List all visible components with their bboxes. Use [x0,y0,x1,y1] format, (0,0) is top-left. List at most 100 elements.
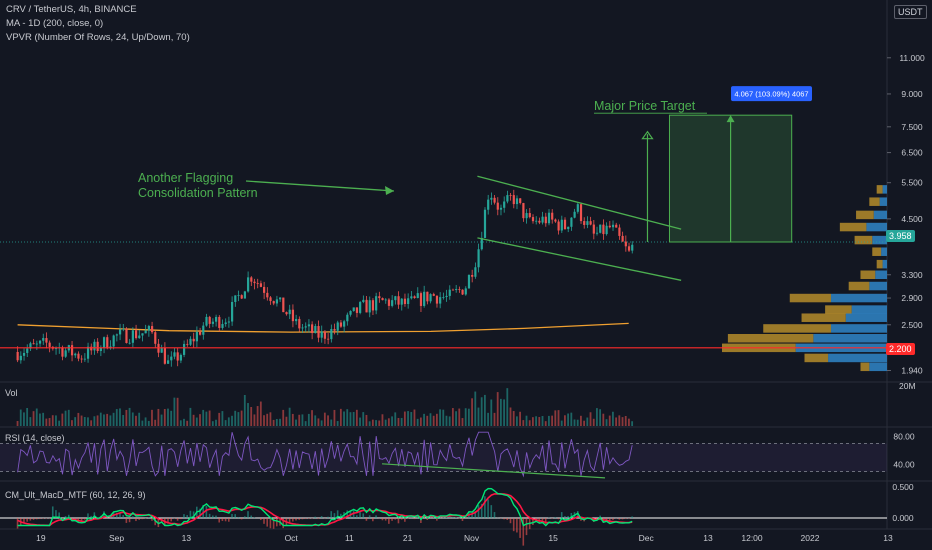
time-tick-label: 13 [182,533,192,543]
vpvr-down-bar [804,353,829,363]
volume-bar [55,415,57,426]
macd-pane-label[interactable]: CM_Ult_MacD_MTF (60, 12, 26, 9) [5,490,146,500]
volume-bar [115,409,118,426]
volume-bar [74,417,77,426]
volume-bar [291,413,294,426]
symbol-legend[interactable]: CRV / TetherUS, 4h, BINANCE [6,4,137,15]
candle-body [541,216,544,223]
volume-bar [237,412,240,426]
macd-histogram-bar [484,496,486,519]
volume-bar [317,418,320,426]
candle-body [154,332,157,344]
candle-body [323,331,327,339]
macd-histogram-bar [83,518,86,520]
volume-bar [503,399,505,426]
time-tick-label: Sep [109,533,124,543]
macd-histogram-bar [368,515,371,519]
candle-body [522,203,525,219]
volume-bar [432,415,435,426]
macd-histogram-bar [362,513,365,519]
volume-bar [301,414,304,426]
candle-body [317,326,320,338]
macd-histogram-bar [269,518,272,529]
volume-bar [199,414,201,426]
price-tick-label: 5.500 [901,178,923,188]
vpvr-up-bar [831,324,887,333]
macd-histogram-bar [557,518,560,520]
volume-bar [506,388,509,426]
vpvr-legend[interactable]: VPVR (Number Of Rows, 24, Up/Down, 70) [6,32,190,43]
macd-histogram-bar [186,515,188,519]
volume-bar [349,412,352,426]
candle-body [272,301,275,304]
candle-body [339,322,343,327]
volume-bar [83,416,86,426]
candle-body [535,220,538,222]
vpvr-up-bar [881,247,887,256]
candle-body [189,338,192,345]
time-tick-label: 13 [703,533,713,543]
macd-histogram-bar [516,518,518,533]
volume-bar [567,413,570,426]
candle-body [375,296,378,311]
vpvr-down-bar [854,235,873,245]
macd-histogram-bar [567,515,569,519]
candle-body [166,360,170,364]
macd-histogram-bar [356,515,358,519]
candle-body [291,309,295,322]
candle-body [288,309,291,315]
candle-body [38,340,42,344]
macd-histogram-bar [61,518,64,519]
rsi-pane-label[interactable]: RSI (14, close) [5,433,65,443]
volume-bar [109,415,112,426]
price-tick-label: 9.000 [901,89,923,99]
macd-histogram-bar [292,518,294,522]
macd-histogram-bar [551,518,553,519]
vpvr-up-bar [872,235,887,245]
volume-bar [141,420,144,426]
macd-histogram-bar [231,513,233,519]
volume-bar [551,415,554,426]
volume-bar [615,417,618,426]
pattern-arrow-head [385,186,394,195]
volume-bar [167,408,169,426]
candle-body [211,321,215,324]
candle-body [493,197,496,203]
vpvr-down-bar [876,259,883,269]
volume-bar [80,415,83,426]
volume-bar [234,410,237,426]
candle-body [519,198,522,204]
volume-bar [144,417,147,426]
candle-body [471,275,474,277]
macd-histogram-bar [237,517,240,519]
candle-body [333,329,336,331]
candle-body [77,353,80,359]
volume-bar [96,415,99,426]
macd-histogram-bar [16,518,19,529]
volume-bar [631,421,634,426]
volume-bar [304,421,307,426]
macd-histogram-bar [631,516,633,519]
currency-button[interactable]: USDT [894,5,927,19]
candle-body [234,295,237,302]
target-box-label: 4.067 (103.09%) 4067 [734,90,808,99]
volume-bar [16,421,19,426]
macd-histogram-bar [205,505,208,519]
macd-histogram-bar [151,518,153,521]
candle-body [560,219,563,231]
volume-bar [183,418,185,426]
macd-histogram-bar [333,513,336,519]
candle-body [266,292,269,298]
ma-legend[interactable]: MA - 1D (200, close, 0) [6,18,104,29]
vpvr-down-bar [825,305,852,314]
volume-bar [58,420,61,426]
volume-pane-label[interactable]: Vol [5,388,18,398]
macd-histogram-bar [176,518,179,521]
candle-body [378,296,381,299]
volume-bar [474,391,477,426]
volume-bar [29,417,32,426]
candle-body [70,345,74,356]
candle-body [263,286,266,293]
candle-body [279,297,282,300]
